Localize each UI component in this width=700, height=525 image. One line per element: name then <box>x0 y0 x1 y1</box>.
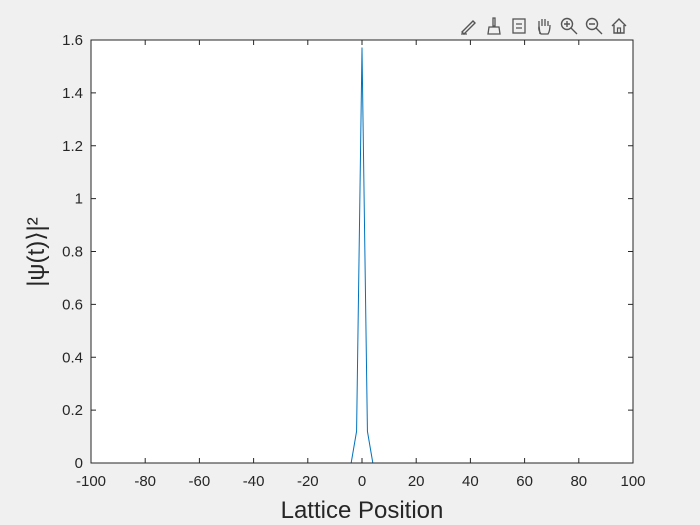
x-tick-label: -60 <box>189 473 211 490</box>
x-tick-label: 40 <box>462 473 479 490</box>
home-icon[interactable] <box>608 15 630 37</box>
y-tick-label: 0.4 <box>62 349 83 366</box>
x-tick-label: 80 <box>570 473 587 490</box>
x-tick-label: 60 <box>516 473 533 490</box>
x-tick-label: 0 <box>358 473 366 490</box>
axes-toolbar <box>458 12 630 40</box>
x-tick-label: 100 <box>620 473 645 490</box>
y-tick-label: 0 <box>75 455 83 472</box>
x-axis-label: Lattice Position <box>281 497 444 524</box>
x-tick-label: -40 <box>243 473 265 490</box>
x-tick-label: -100 <box>76 473 106 490</box>
y-axis-label: |ψ(t)⟩|² <box>23 217 50 287</box>
axes-background <box>91 40 633 463</box>
zoom-out-icon[interactable] <box>583 15 605 37</box>
zoom-in-icon[interactable] <box>558 15 580 37</box>
y-tick-label: 0.6 <box>62 296 83 313</box>
pan-hand-icon[interactable] <box>533 15 555 37</box>
y-tick-label: 1.4 <box>62 85 83 102</box>
x-tick-label: -20 <box>297 473 319 490</box>
x-tick-label: 20 <box>408 473 425 490</box>
axes-box <box>90 39 634 464</box>
y-tick-label: 1 <box>75 191 83 208</box>
y-tick-label: 0.2 <box>62 402 83 419</box>
y-tick-label: 1.6 <box>62 32 83 49</box>
brush-icon[interactable] <box>483 15 505 37</box>
x-tick-label: -80 <box>134 473 156 490</box>
edit-plot-icon[interactable] <box>458 15 480 37</box>
tick-labels: -100 -80 -60 -40 -20 0 20 40 60 80 100 0 0.2 0.4 0.6 0.… <box>62 32 645 490</box>
data-tips-icon[interactable] <box>508 15 530 37</box>
y-tick-label: 0.8 <box>62 244 83 261</box>
y-tick-label: 1.2 <box>62 138 83 155</box>
